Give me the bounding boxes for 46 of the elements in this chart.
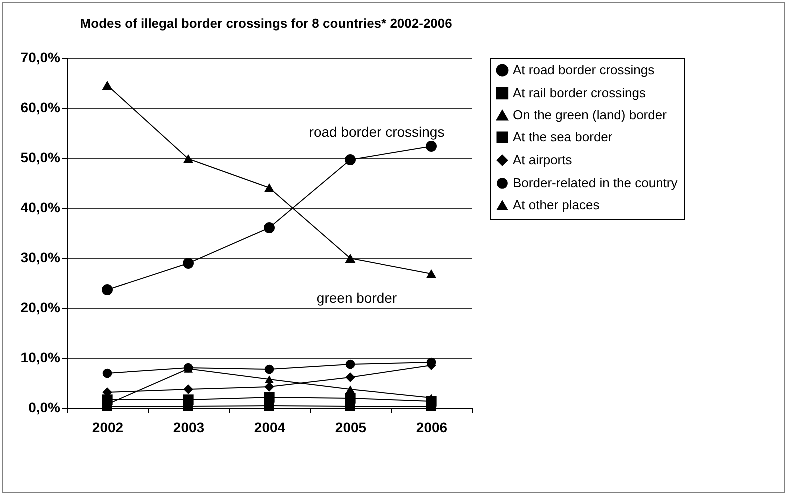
point <box>346 360 356 370</box>
point <box>264 222 275 234</box>
legend-label: At road border crossings <box>513 62 656 78</box>
point <box>264 364 274 374</box>
point <box>346 372 356 382</box>
point <box>183 394 194 406</box>
legend-label: At other places <box>513 198 600 212</box>
annotation: green border <box>316 290 398 306</box>
point <box>346 386 355 394</box>
point <box>102 81 113 90</box>
y-tick-label: 50,0% <box>20 150 62 166</box>
y-tick-label: 0,0% <box>28 400 62 416</box>
point <box>264 382 274 392</box>
point <box>426 270 437 278</box>
x-tick-label: 2002 <box>92 420 124 436</box>
point <box>102 394 113 406</box>
point <box>345 254 356 263</box>
point <box>102 368 112 378</box>
point <box>183 154 194 164</box>
point <box>345 154 356 166</box>
legend-label: At airports <box>513 152 573 168</box>
y-tick-label: 30,0% <box>20 250 62 266</box>
y-tick-label: 10,0% <box>20 350 62 366</box>
point <box>426 141 437 152</box>
legend-label: At the sea border <box>513 130 614 144</box>
point <box>264 392 275 403</box>
y-tick-label: 20,0% <box>20 300 62 316</box>
point <box>345 393 356 404</box>
annotation: road border crossings <box>309 124 445 140</box>
point <box>264 184 275 192</box>
point <box>265 376 274 384</box>
x-tick-label: 2005 <box>335 420 367 436</box>
point <box>102 284 113 296</box>
y-tick-label: 70,0% <box>20 50 62 66</box>
point <box>183 258 194 269</box>
point <box>426 396 437 407</box>
chart-title: Modes of illegal border crossings for 8 countries* 2002-2006 <box>80 16 452 31</box>
point <box>184 384 194 394</box>
x-tick-label: 2004 <box>254 420 286 436</box>
x-tick-label: 2006 <box>416 420 448 436</box>
legend-label: On the green (land) border <box>513 108 668 122</box>
legend-label: At rail border crossings <box>513 86 646 100</box>
y-tick-label: 40,0% <box>20 200 62 216</box>
x-tick-label: 2003 <box>173 420 205 436</box>
y-tick-label: 60,0% <box>20 100 62 116</box>
legend-label: Border-related in the country <box>513 176 678 190</box>
